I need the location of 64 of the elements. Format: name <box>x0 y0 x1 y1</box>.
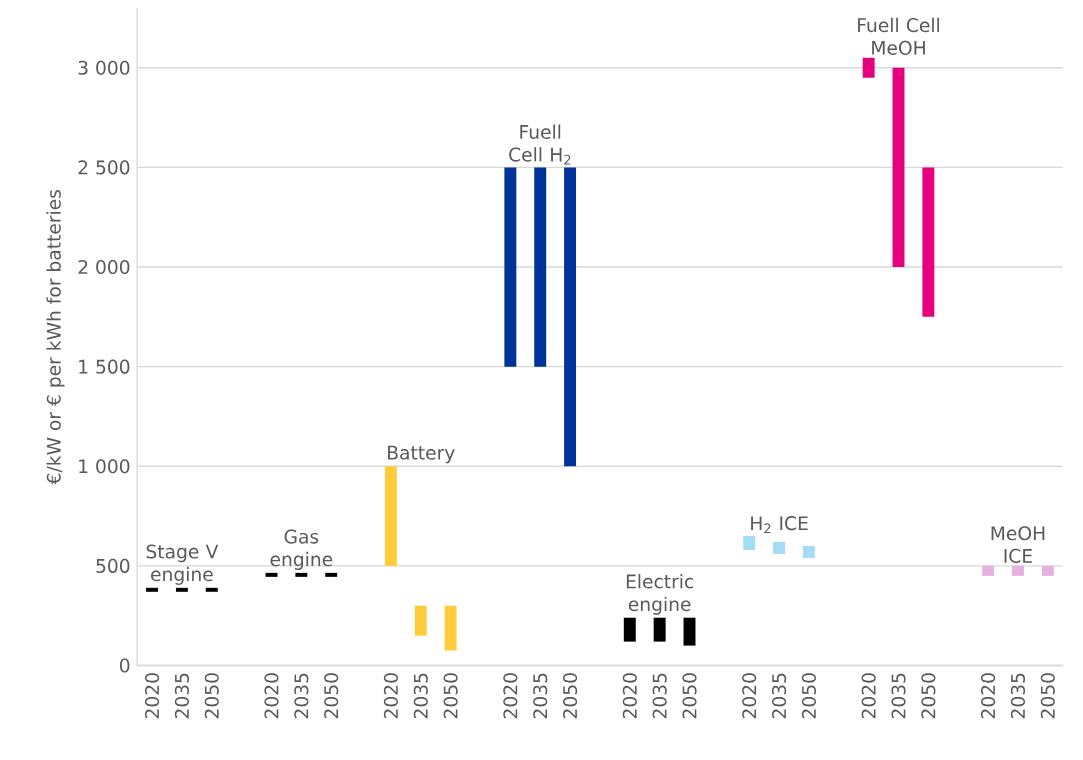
bar <box>653 617 666 642</box>
annotation: H$_{2}$ ICE <box>751 516 808 533</box>
annotation: Fuell Cell H$_{2}$ <box>509 124 571 165</box>
y-tick-label: 1 500 <box>79 359 130 374</box>
annotation: Gas engine <box>270 529 333 570</box>
x-tick-label: 2035 <box>891 673 906 719</box>
y-tick-label: 2 500 <box>78 160 130 175</box>
x-tick-label: 2035 <box>533 673 548 719</box>
bar <box>444 605 457 651</box>
annotation: MeOH ICE <box>991 526 1045 563</box>
x-tick-label: 2035 <box>1010 673 1026 719</box>
x-tick-label: 2020 <box>742 673 757 719</box>
bar <box>802 545 815 558</box>
bar <box>982 565 995 576</box>
x-tick-label: 2050 <box>563 673 578 719</box>
x-tick-label: 2050 <box>801 673 817 719</box>
annotation: Stage V engine <box>146 544 219 585</box>
x-tick-label: 2050 <box>443 673 458 719</box>
x-tick-label: 2020 <box>383 673 398 719</box>
bar <box>564 167 577 467</box>
y-tick-label: 2 000 <box>78 259 130 274</box>
x-tick-label: 2020 <box>144 673 160 719</box>
x-tick-label: 2050 <box>921 673 936 719</box>
x-tick-label: 2035 <box>413 673 428 719</box>
x-tick-label: 2020 <box>503 673 518 719</box>
bar <box>295 572 308 577</box>
y-tick-label: 1 000 <box>79 459 130 474</box>
bar <box>205 587 218 592</box>
bar <box>862 57 875 78</box>
x-tick-label: 2020 <box>264 673 279 719</box>
bar <box>325 572 338 577</box>
bar <box>1011 565 1024 576</box>
bar <box>504 167 517 367</box>
bar <box>414 605 427 636</box>
bar <box>623 617 636 642</box>
bar <box>773 541 786 554</box>
x-tick-label: 2050 <box>204 673 219 719</box>
bar <box>146 587 159 592</box>
annotation: Electric engine <box>626 573 694 615</box>
x-tick-label: 2050 <box>682 673 697 719</box>
x-tick-label: 2020 <box>622 673 637 719</box>
bar <box>534 167 547 367</box>
y-tick-label: 0 <box>119 658 130 673</box>
annotation: Fuell Cell MeOH <box>858 17 940 55</box>
bar <box>1041 565 1054 576</box>
bar <box>175 587 188 592</box>
bar <box>892 67 905 267</box>
y-axis-title: €/kW or € per kWh for batteries <box>46 189 65 485</box>
x-tick-label: 2020 <box>981 673 996 719</box>
annotation: Battery <box>388 445 455 464</box>
bar <box>683 617 696 646</box>
x-tick-label: 2020 <box>861 673 876 719</box>
x-tick-label: 2035 <box>294 673 309 719</box>
bar <box>743 535 756 550</box>
x-tick-label: 2035 <box>174 673 189 719</box>
bar <box>384 466 397 566</box>
x-tick-label: 2050 <box>1040 673 1055 719</box>
bar <box>922 167 935 317</box>
y-tick-label: 3 000 <box>78 60 130 75</box>
x-tick-label: 2050 <box>324 673 339 719</box>
x-tick-label: 2035 <box>652 673 667 719</box>
x-tick-label: 2035 <box>772 673 787 719</box>
bar <box>265 572 278 577</box>
y-tick-label: 500 <box>96 558 130 573</box>
